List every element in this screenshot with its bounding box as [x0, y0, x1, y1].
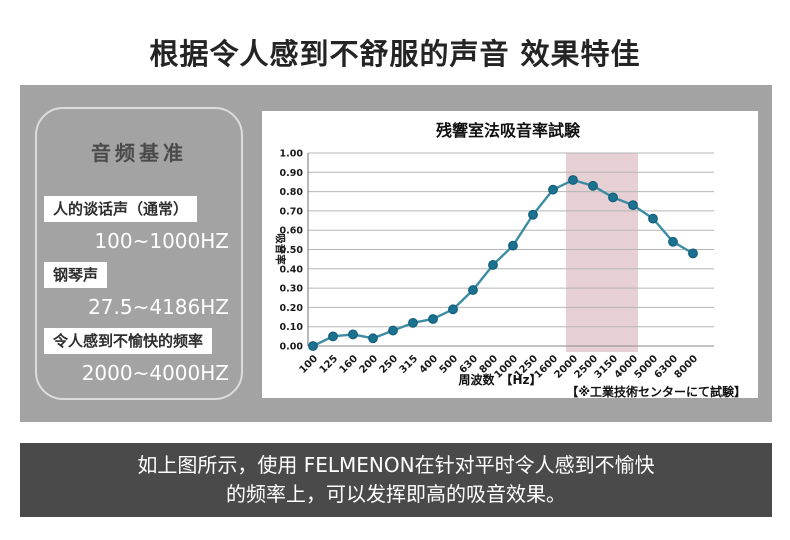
- audio-item-range-piano: 27.5~4186HZ: [88, 295, 229, 319]
- audio-item-label-piano: 钢琴声: [44, 262, 108, 288]
- x-tick-label: 400: [418, 353, 441, 376]
- footer-line2: 的频率上，可以发挥即高的吸音效果。: [226, 482, 566, 506]
- data-point: [388, 325, 398, 336]
- data-point: [688, 248, 698, 259]
- y-tick-label: 0.00: [280, 342, 304, 353]
- y-axis-title: 吸音率: [274, 233, 287, 265]
- x-tick-label: 500: [438, 353, 461, 376]
- y-tick-label: 1.00: [280, 149, 304, 160]
- data-point: [648, 213, 658, 224]
- y-tick-label: 0.70: [280, 206, 304, 217]
- y-tick-label: 0.40: [280, 264, 304, 275]
- footer-note: 如上图所示，使用 FELMENON在针对平时令人感到不愉快 的频率上，可以发挥即…: [20, 443, 772, 517]
- data-point: [608, 192, 618, 203]
- data-point: [628, 200, 638, 211]
- chart-title: 残響室法吸音率試験: [436, 121, 581, 140]
- data-point: [448, 304, 458, 315]
- data-point: [368, 333, 378, 344]
- data-point: [568, 175, 578, 185]
- x-tick-label: 250: [378, 353, 401, 376]
- data-point: [508, 240, 518, 251]
- footer-line1: 如上图所示，使用 FELMENON在针对平时令人感到不愉快: [137, 453, 655, 477]
- data-point: [668, 236, 678, 247]
- chart-panel: 0.00 0.10 0.20 0.30 0.40 0.50 0.60 0.70 0.80 0.90…: [262, 111, 758, 398]
- audio-item-label-unpleasant: 令人感到不愉快的频率: [44, 328, 213, 354]
- data-point: [348, 329, 358, 340]
- y-tick-label: 0.60: [280, 226, 304, 237]
- highlight-band: [566, 153, 638, 352]
- x-axis-title: 周波数 【Hz】: [458, 372, 541, 387]
- audio-item-label-speech: 人的谈话声（通常）: [44, 196, 198, 222]
- data-point: [528, 209, 538, 220]
- audio-reference-title: 音频基准: [91, 141, 187, 165]
- data-point: [428, 314, 438, 324]
- y-tick-label: 0.20: [280, 303, 304, 314]
- data-point: [468, 285, 478, 295]
- y-tick-label: 0.50: [280, 245, 304, 256]
- x-tick-label: 200: [358, 353, 381, 376]
- data-point: [308, 341, 318, 351]
- chart-footnote: 【※工業技術センターにて試験】: [566, 384, 746, 398]
- y-tick-label: 0.80: [280, 187, 304, 198]
- x-tick-label: 8000: [673, 353, 700, 380]
- data-point: [488, 260, 498, 270]
- audio-reference-panel: 音频基准 人的谈话声（通常） 100~1000HZ 钢琴声 27.5~4186H…: [35, 107, 243, 400]
- data-point: [408, 317, 418, 328]
- audio-item-range-speech: 100~1000HZ: [94, 229, 229, 253]
- page-title: 根据令人感到不舒服的声音 效果特佳: [149, 37, 641, 71]
- y-tick-label: 0.30: [280, 284, 304, 295]
- content-band: 音频基准 人的谈话声（通常） 100~1000HZ 钢琴声 27.5~4186H…: [20, 85, 772, 422]
- y-tick-label: 0.90: [280, 168, 304, 179]
- absorption-rate-chart: 0.00 0.10 0.20 0.30 0.40 0.50 0.60 0.70 0.80 0.90…: [274, 121, 746, 398]
- x-tick-label: 125: [318, 353, 341, 376]
- y-tick-label: 0.10: [280, 322, 304, 333]
- audio-item-range-unpleasant: 2000~4000HZ: [81, 361, 229, 385]
- data-point: [328, 331, 338, 342]
- x-tick-label: 160: [338, 353, 361, 376]
- x-tick-label: 315: [398, 353, 421, 376]
- data-point: [548, 184, 558, 195]
- data-point: [588, 180, 598, 191]
- x-tick-label: 100: [298, 353, 321, 376]
